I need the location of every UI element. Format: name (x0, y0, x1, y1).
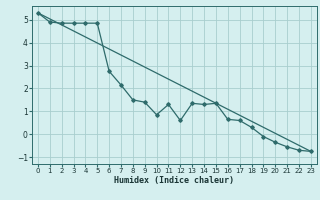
X-axis label: Humidex (Indice chaleur): Humidex (Indice chaleur) (115, 176, 234, 185)
